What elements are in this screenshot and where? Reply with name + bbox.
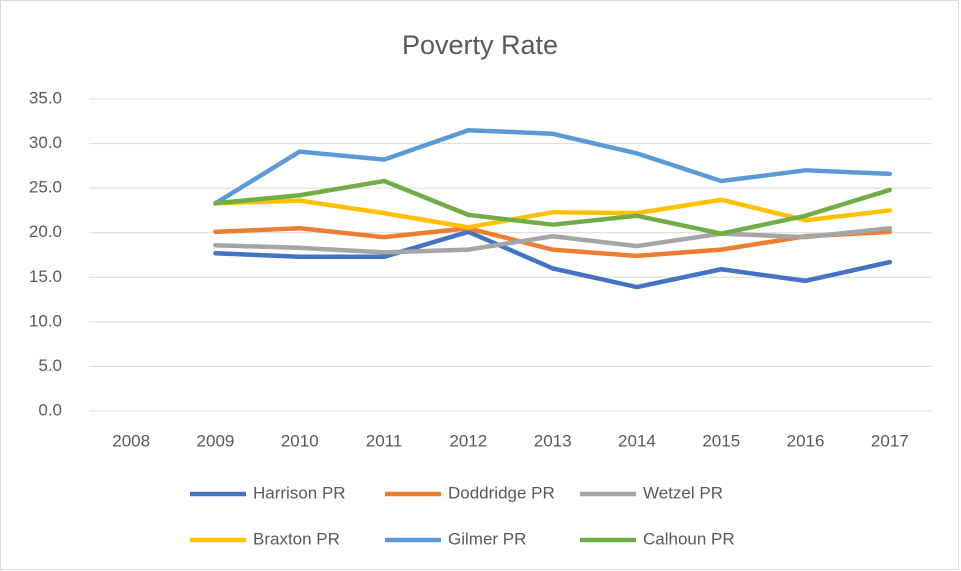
x-tick-label: 2017: [871, 431, 909, 450]
x-tick-label: 2013: [534, 431, 572, 450]
y-tick-label: 25.0: [29, 178, 62, 197]
chart-title: Poverty Rate: [402, 30, 558, 60]
x-tick-label: 2016: [787, 431, 825, 450]
x-tick-label: 2010: [281, 431, 319, 450]
y-tick-label: 15.0: [29, 267, 62, 286]
series-line: [213, 197, 893, 230]
x-tick-label: 2011: [366, 431, 403, 450]
series-line: [213, 229, 893, 290]
x-tick-label: 2014: [618, 431, 656, 450]
y-tick-label: 35.0: [29, 88, 62, 107]
x-tick-label: 2012: [449, 431, 487, 450]
y-tick-label: 20.0: [29, 222, 62, 241]
series-line: [213, 226, 893, 259]
legend-label: Gilmer PR: [448, 529, 526, 548]
x-tick-label: 2015: [702, 431, 740, 450]
x-tick-label: 2009: [197, 431, 235, 450]
series-line: [213, 127, 893, 206]
y-tick-label: 10.0: [29, 311, 62, 330]
y-tick-label: 30.0: [29, 133, 62, 152]
series-line: [213, 178, 893, 236]
y-tick-label: 0.0: [38, 400, 62, 419]
legend-label: Doddridge PR: [448, 483, 555, 502]
legend-label: Braxton PR: [253, 529, 340, 548]
legend-label: Calhoun PR: [643, 529, 735, 548]
legend-label: Harrison PR: [253, 483, 346, 502]
series-line: [213, 226, 893, 255]
legend-label: Wetzel PR: [643, 483, 723, 502]
y-tick-label: 5.0: [38, 356, 62, 375]
x-tick-label: 2008: [112, 431, 150, 450]
